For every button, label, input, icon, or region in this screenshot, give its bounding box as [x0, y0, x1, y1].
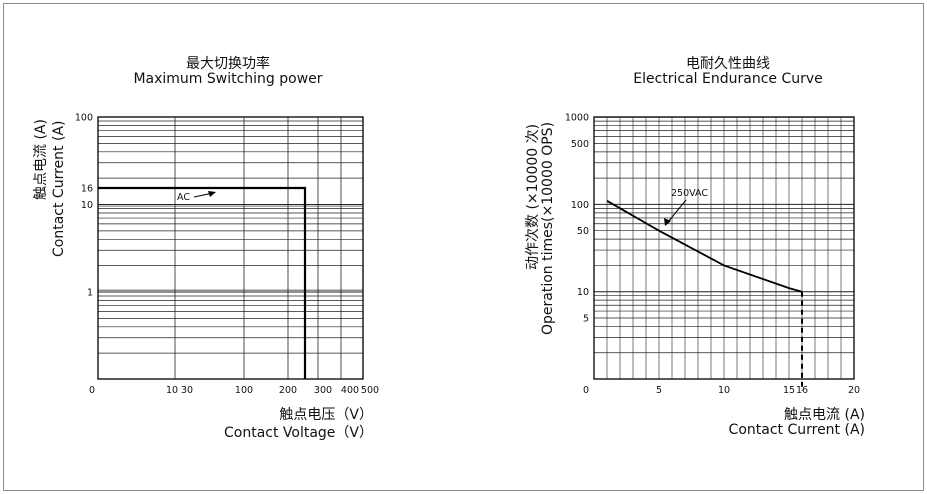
right-chart-subtitle: Electrical Endurance Curve [633, 71, 823, 87]
left-plot-frame [97, 116, 364, 380]
right-250vac-arrow-head [664, 218, 671, 226]
right-250vac-arrow-line [667, 199, 687, 223]
left-y-tick-label: 16 [81, 184, 93, 195]
right-chart-title: 电耐久性曲线 [686, 56, 770, 72]
right-y-tick-label: 50 [577, 226, 589, 237]
right-y-tick-label: 100 [571, 200, 589, 211]
left-y-tick-label: 10 [81, 200, 93, 211]
figure-frame [3, 3, 924, 491]
left-chart-subtitle: Maximum Switching power [133, 71, 323, 87]
right-y-tick-label: 5 [583, 313, 589, 324]
left-y-tick-label: 1 [87, 288, 93, 299]
left-x-axis-label: 触点电压（V） [279, 407, 373, 423]
right-series-250vac-line [606, 200, 803, 293]
left-x-tick-label: 100 [235, 385, 253, 396]
left-x-tick-label: 300 [314, 385, 332, 396]
right-y-tick-label: 10 [577, 287, 589, 298]
right-y-tick-label: 1000 [565, 113, 589, 124]
left-series-ac-label: AC [177, 192, 190, 203]
left-x-tick-label: 200 [279, 385, 297, 396]
right-x-tick-label: 0 [583, 385, 589, 396]
left-x-tick-label: 30 [181, 385, 193, 396]
right-x-tick-label: 16 [796, 385, 808, 396]
left-x-tick-label: 10 [166, 385, 178, 396]
left-x-tick-label: 400 [341, 385, 359, 396]
right-series-250vac-label: 250VAC [671, 188, 708, 199]
right-plot-frame [593, 116, 855, 380]
left-x-axis-label-en: Contact Voltage（V） [223, 425, 373, 441]
left-ac-arrow-head [208, 191, 216, 197]
right-y-tick-label: 500 [571, 139, 589, 150]
right-x-tick-label: 20 [848, 385, 860, 396]
right-x-tick-label: 15 [783, 385, 795, 396]
left-x-tick-label: 0 [89, 385, 95, 396]
left-series-ac-line [98, 186, 307, 379]
left-chart-title: 最大切换功率 [186, 56, 270, 72]
right-x-tick-label: 5 [656, 385, 662, 396]
right-x-axis-label: 触点电流 (A) [784, 407, 865, 423]
right-x-tick-label: 10 [718, 385, 730, 396]
left-y-tick-label: 100 [75, 113, 93, 124]
right-x-axis-label-en: Contact Current (A) [728, 422, 865, 438]
left-x-tick-label: 500 [361, 385, 379, 396]
